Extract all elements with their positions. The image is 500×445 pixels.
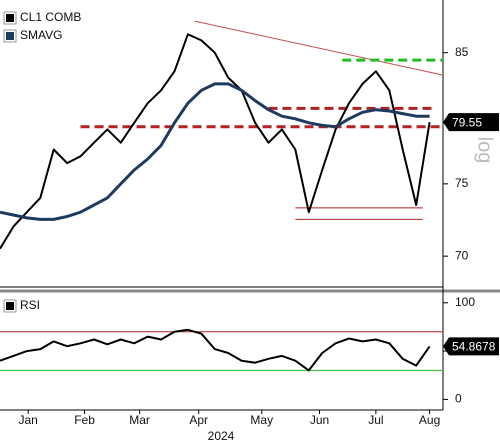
legend-swatch: [6, 302, 14, 310]
x-tick-label: Jun: [310, 413, 329, 427]
x-tick-label: Jul: [368, 413, 383, 427]
x-tick-label: Feb: [74, 413, 95, 427]
last-value-label: 79.55: [452, 115, 482, 129]
legend-label: SMAVG: [20, 28, 62, 42]
series-line: [0, 33, 431, 250]
last-value-label: 54.8678: [452, 340, 496, 354]
y-tick-label: 0: [455, 392, 462, 406]
x-tick-label: Aug: [419, 413, 440, 427]
y-tick-label: 75: [455, 176, 469, 190]
legend-label: CL1 COMB: [20, 10, 81, 24]
legend-label: RSI: [20, 298, 40, 312]
last-value-arrow: [443, 337, 499, 356]
series-line: [0, 328, 431, 372]
x-tick-label: Jan: [19, 413, 38, 427]
x-tick-label: Apr: [189, 413, 208, 427]
last-value-arrow: [443, 113, 499, 132]
level-line: [194, 20, 444, 76]
x-tick-label: Mar: [129, 413, 150, 427]
y-tick-label: 100: [455, 295, 475, 309]
axis-label: log: [474, 137, 496, 164]
x-axis-label: 2024: [208, 429, 235, 443]
legend-swatch: [6, 14, 14, 22]
series-line: [0, 82, 430, 221]
y-tick-label: 85: [455, 45, 469, 59]
y-tick-label: 70: [455, 248, 469, 262]
legend-swatch: [6, 32, 14, 40]
x-tick-label: May: [250, 413, 273, 427]
